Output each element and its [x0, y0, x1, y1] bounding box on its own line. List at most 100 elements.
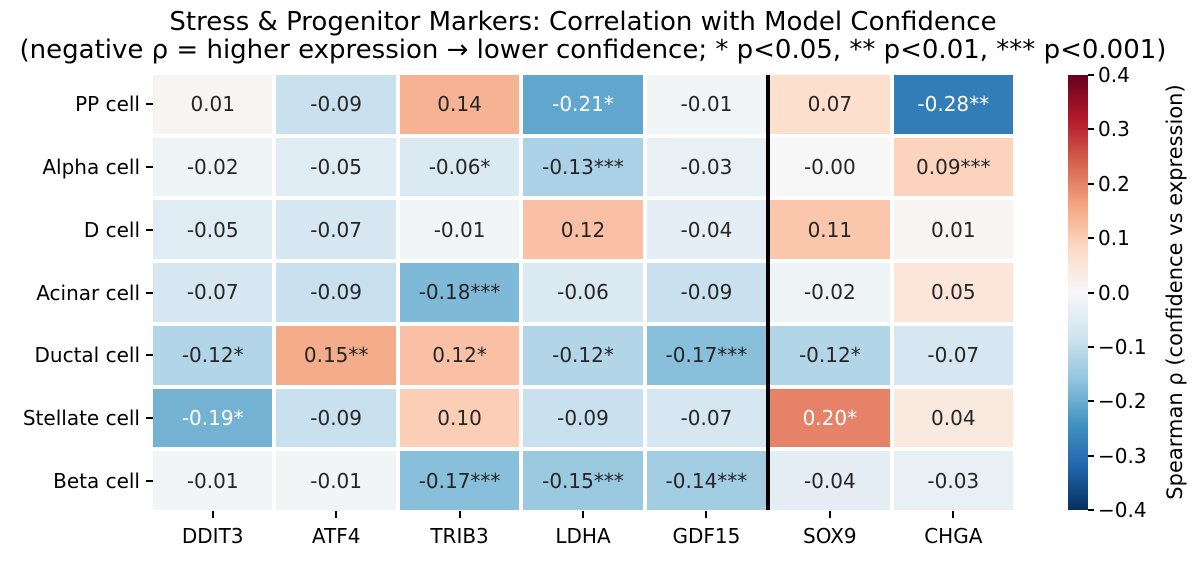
- heatmap-cell: 0.05: [893, 263, 1013, 322]
- colorbar-tick-label: 0.1: [1098, 226, 1130, 251]
- chart-title: Stress & Progenitor Markers: Correlation…: [169, 7, 997, 37]
- colorbar-tick-mark: [1088, 128, 1094, 131]
- heatmap-cell: -0.02: [153, 137, 273, 197]
- x-tick-mark: [335, 511, 338, 518]
- x-tick-label: TRIB3: [430, 524, 489, 548]
- heatmap-cell: -0.18***: [399, 263, 520, 322]
- colorbar-tick-label: 0.4: [1098, 63, 1130, 87]
- colorbar-tick-mark: [1088, 237, 1094, 240]
- colorbar-tick-mark: [1088, 509, 1094, 511]
- x-tick-mark: [211, 511, 214, 518]
- heatmap-cell: -0.14***: [646, 451, 767, 510]
- x-tick-label: SOX9: [803, 524, 857, 548]
- heatmap-cell: -0.28**: [893, 75, 1013, 134]
- x-tick-label: ATF4: [311, 524, 361, 548]
- y-tick-mark: [146, 416, 153, 419]
- x-tick-label: LDHA: [555, 524, 611, 548]
- heatmap-cell: -0.09: [276, 388, 396, 448]
- heatmap-cell: -0.01: [399, 200, 520, 260]
- heatmap-cell: -0.12*: [153, 325, 273, 385]
- colorbar-tick-label: −0.2: [1098, 389, 1147, 414]
- heatmap-cell: -0.09: [276, 75, 396, 134]
- heatmap-cell: -0.03: [646, 137, 767, 197]
- x-tick-label: GDF15: [672, 524, 741, 548]
- y-tick-label: Alpha cell: [42, 155, 140, 180]
- heatmap-cell: -0.07: [276, 200, 396, 260]
- heatmap-cell: -0.07: [646, 388, 767, 448]
- x-tick-mark: [952, 511, 955, 518]
- x-tick-mark: [828, 511, 831, 518]
- heatmap-cell: -0.07: [893, 325, 1013, 385]
- heatmap-cell: -0.06: [523, 263, 643, 322]
- colorbar-tick-label: −0.1: [1098, 334, 1147, 359]
- heatmap-cell: 0.09***: [893, 137, 1013, 197]
- heatmap-cell: 0.15**: [276, 325, 396, 385]
- heatmap-cell: -0.04: [770, 451, 890, 510]
- heatmap-cell: -0.13***: [523, 137, 643, 197]
- x-tick-mark: [705, 511, 708, 518]
- x-tick-mark: [582, 511, 584, 518]
- y-tick-mark: [146, 354, 153, 357]
- y-tick-mark: [146, 228, 153, 231]
- colorbar-tick-mark: [1088, 400, 1094, 403]
- heatmap-cell: -0.05: [153, 200, 273, 260]
- heatmap-cell: -0.12*: [523, 325, 643, 385]
- y-tick-label: Beta cell: [53, 468, 140, 493]
- colorbar-tick-mark: [1088, 454, 1094, 457]
- heatmap-cell: -0.15***: [523, 451, 643, 510]
- colorbar-tick-label: 0.2: [1098, 171, 1130, 196]
- colorbar-tick-mark: [1088, 74, 1094, 76]
- heatmap-cell: 0.07: [770, 75, 890, 134]
- heatmap-cell: -0.00: [770, 137, 890, 197]
- heatmap-cell: -0.04: [646, 200, 767, 260]
- y-tick-mark: [146, 479, 153, 482]
- colorbar-tick-mark: [1088, 182, 1094, 185]
- y-tick-label: Stellate cell: [22, 405, 140, 430]
- heatmap-cell: 0.14: [399, 75, 520, 134]
- y-tick-mark: [146, 103, 153, 106]
- heatmap-cell: -0.19*: [153, 388, 273, 448]
- heatmap-cell: -0.02: [770, 263, 890, 322]
- y-tick-label: D cell: [83, 217, 140, 242]
- y-tick-mark: [146, 291, 153, 294]
- heatmap-cell: -0.07: [153, 263, 273, 322]
- colorbar-tick-label: 0.0: [1098, 280, 1130, 305]
- heatmap-cell: -0.17***: [646, 325, 767, 385]
- x-tick-mark: [458, 511, 461, 518]
- colorbar-tick-label: −0.3: [1098, 443, 1147, 468]
- heatmap-cell: -0.01: [153, 451, 273, 510]
- heatmap-cell: 0.01: [153, 75, 273, 134]
- column-group-separator: [766, 75, 771, 510]
- heatmap-cell: -0.06*: [399, 137, 520, 197]
- colorbar-tick-label: 0.3: [1098, 117, 1130, 142]
- colorbar-tick-mark: [1088, 345, 1094, 348]
- heatmap-cell: -0.01: [646, 75, 767, 134]
- heatmap-cell: -0.17***: [399, 451, 520, 510]
- heatmap-cell: 0.10: [399, 388, 520, 448]
- colorbar-tick-mark: [1088, 291, 1094, 294]
- heatmap-cell: 0.12*: [399, 325, 520, 385]
- heatmap-cell: -0.05: [276, 137, 396, 197]
- y-tick-label: PP cell: [75, 92, 140, 117]
- colorbar-gradient: [1068, 75, 1088, 510]
- x-tick-label: DDIT3: [181, 524, 244, 548]
- chart-subtitle: (negative ρ = higher expression → lower …: [19, 35, 1167, 65]
- y-tick-label: Acinar cell: [36, 280, 140, 305]
- heatmap-cell: -0.09: [646, 263, 767, 322]
- heatmap-grid: 0.01 -0.09 0.14 -0.21* -0.01 0.07 -0.28** -0.02…: [153, 75, 1013, 510]
- heatmap-cell: -0.21*: [523, 75, 643, 134]
- colorbar-tick-label: −0.4: [1098, 498, 1147, 522]
- heatmap-cell: -0.03: [893, 451, 1013, 510]
- heatmap-cell: -0.09: [523, 388, 643, 448]
- heatmap-cell: 0.20*: [770, 388, 890, 448]
- heatmap-cell: -0.01: [276, 451, 396, 510]
- heatmap-cell: -0.09: [276, 263, 396, 322]
- heatmap-cell: 0.01: [893, 200, 1013, 260]
- x-tick-label: CHGA: [924, 524, 983, 548]
- colorbar-label: Spearman ρ (confidence vs expression): [1163, 84, 1187, 500]
- heatmap-cell: 0.12: [523, 200, 643, 260]
- y-tick-label: Ductal cell: [34, 343, 141, 368]
- heatmap-cell: 0.11: [770, 200, 890, 260]
- y-tick-mark: [146, 166, 153, 169]
- heatmap-cell: 0.04: [893, 388, 1013, 448]
